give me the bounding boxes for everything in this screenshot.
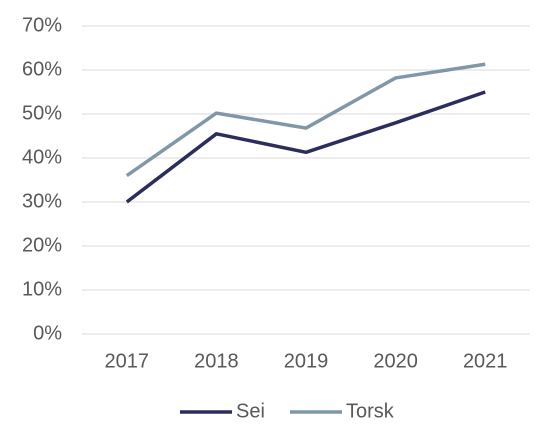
x-tick-label: 2018: [194, 350, 239, 372]
y-tick-label: 10%: [22, 278, 62, 300]
y-tick-label: 60%: [22, 58, 62, 80]
y-tick-label: 30%: [22, 190, 62, 212]
legend-label: Torsk: [346, 400, 395, 422]
x-tick-label: 2020: [373, 350, 418, 372]
series-line: [125, 90, 486, 204]
y-tick-label: 50%: [22, 102, 62, 124]
y-tick-label: 20%: [22, 234, 62, 256]
legend-label: Sei: [236, 400, 265, 422]
y-tick-label: 0%: [33, 322, 62, 344]
x-tick-label: 2021: [463, 350, 508, 372]
x-tick-label: 2017: [105, 350, 150, 372]
x-tick-label: 2019: [284, 350, 329, 372]
series-line: [125, 62, 486, 178]
y-tick-label: 40%: [22, 146, 62, 168]
y-tick-label: 70%: [22, 14, 62, 36]
